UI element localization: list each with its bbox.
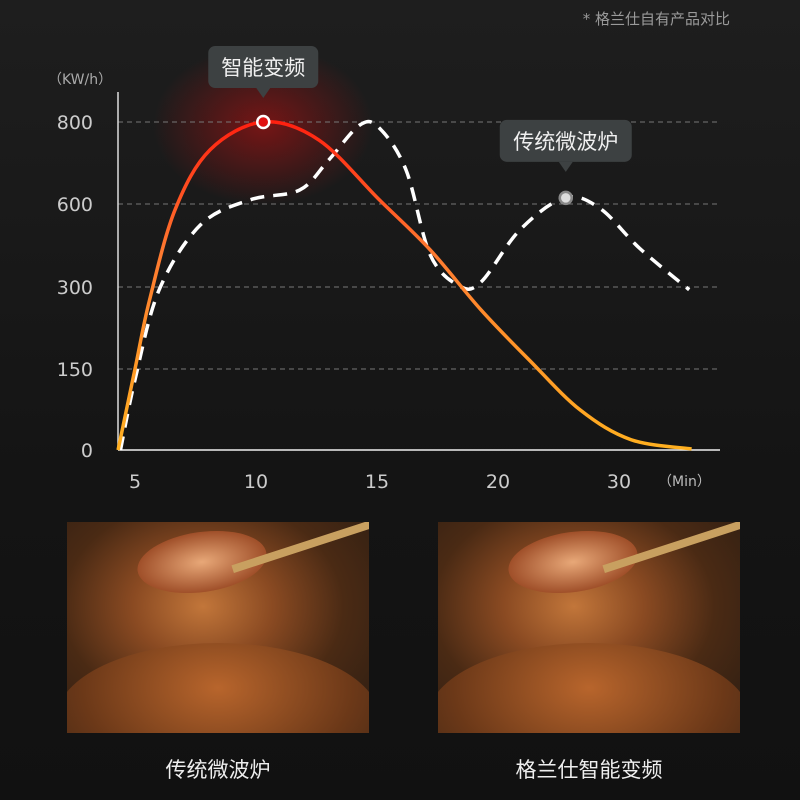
y-axis-label: （KW/h） <box>48 72 112 88</box>
x-tick-label: 15 <box>365 471 389 493</box>
x-tick-label: 20 <box>486 471 510 493</box>
microwave-callout-bubble <box>499 119 632 162</box>
y-tick-label: 0 <box>81 440 93 462</box>
inverter-callout-pointer <box>256 88 271 98</box>
y-tick-label: 800 <box>57 112 93 134</box>
caption-inverter: 格兰仕智能变频 <box>515 758 663 782</box>
x-tick-label: 10 <box>244 471 268 493</box>
power-chart: （KW/h） （Min） 0 150 300 600 800 5 10 15 20 30 智能变频… <box>48 45 720 493</box>
y-tick-label: 300 <box>57 277 93 299</box>
series-line-inverter <box>116 120 692 451</box>
x-axis-label: （Min） <box>658 474 711 490</box>
microwave-callout-pointer <box>558 161 573 172</box>
microwave-peak-marker <box>558 190 574 206</box>
y-tick-label: 600 <box>57 194 93 216</box>
y-tick-label: 150 <box>57 359 93 381</box>
inverter-series-label: 智能变频 <box>221 56 305 80</box>
photo-microwave <box>67 522 369 733</box>
photo-inverter <box>438 522 740 733</box>
inverter-peak-marker <box>256 114 271 130</box>
x-tick-label: 30 <box>607 471 631 493</box>
microwave-series-label: 传统微波炉 <box>513 130 618 154</box>
x-tick-label: 5 <box>129 471 141 493</box>
inverter-callout-bubble <box>208 46 319 88</box>
comparison-note: * 格兰仕自有产品对比 <box>582 10 730 28</box>
caption-microwave: 传统微波炉 <box>165 758 271 782</box>
